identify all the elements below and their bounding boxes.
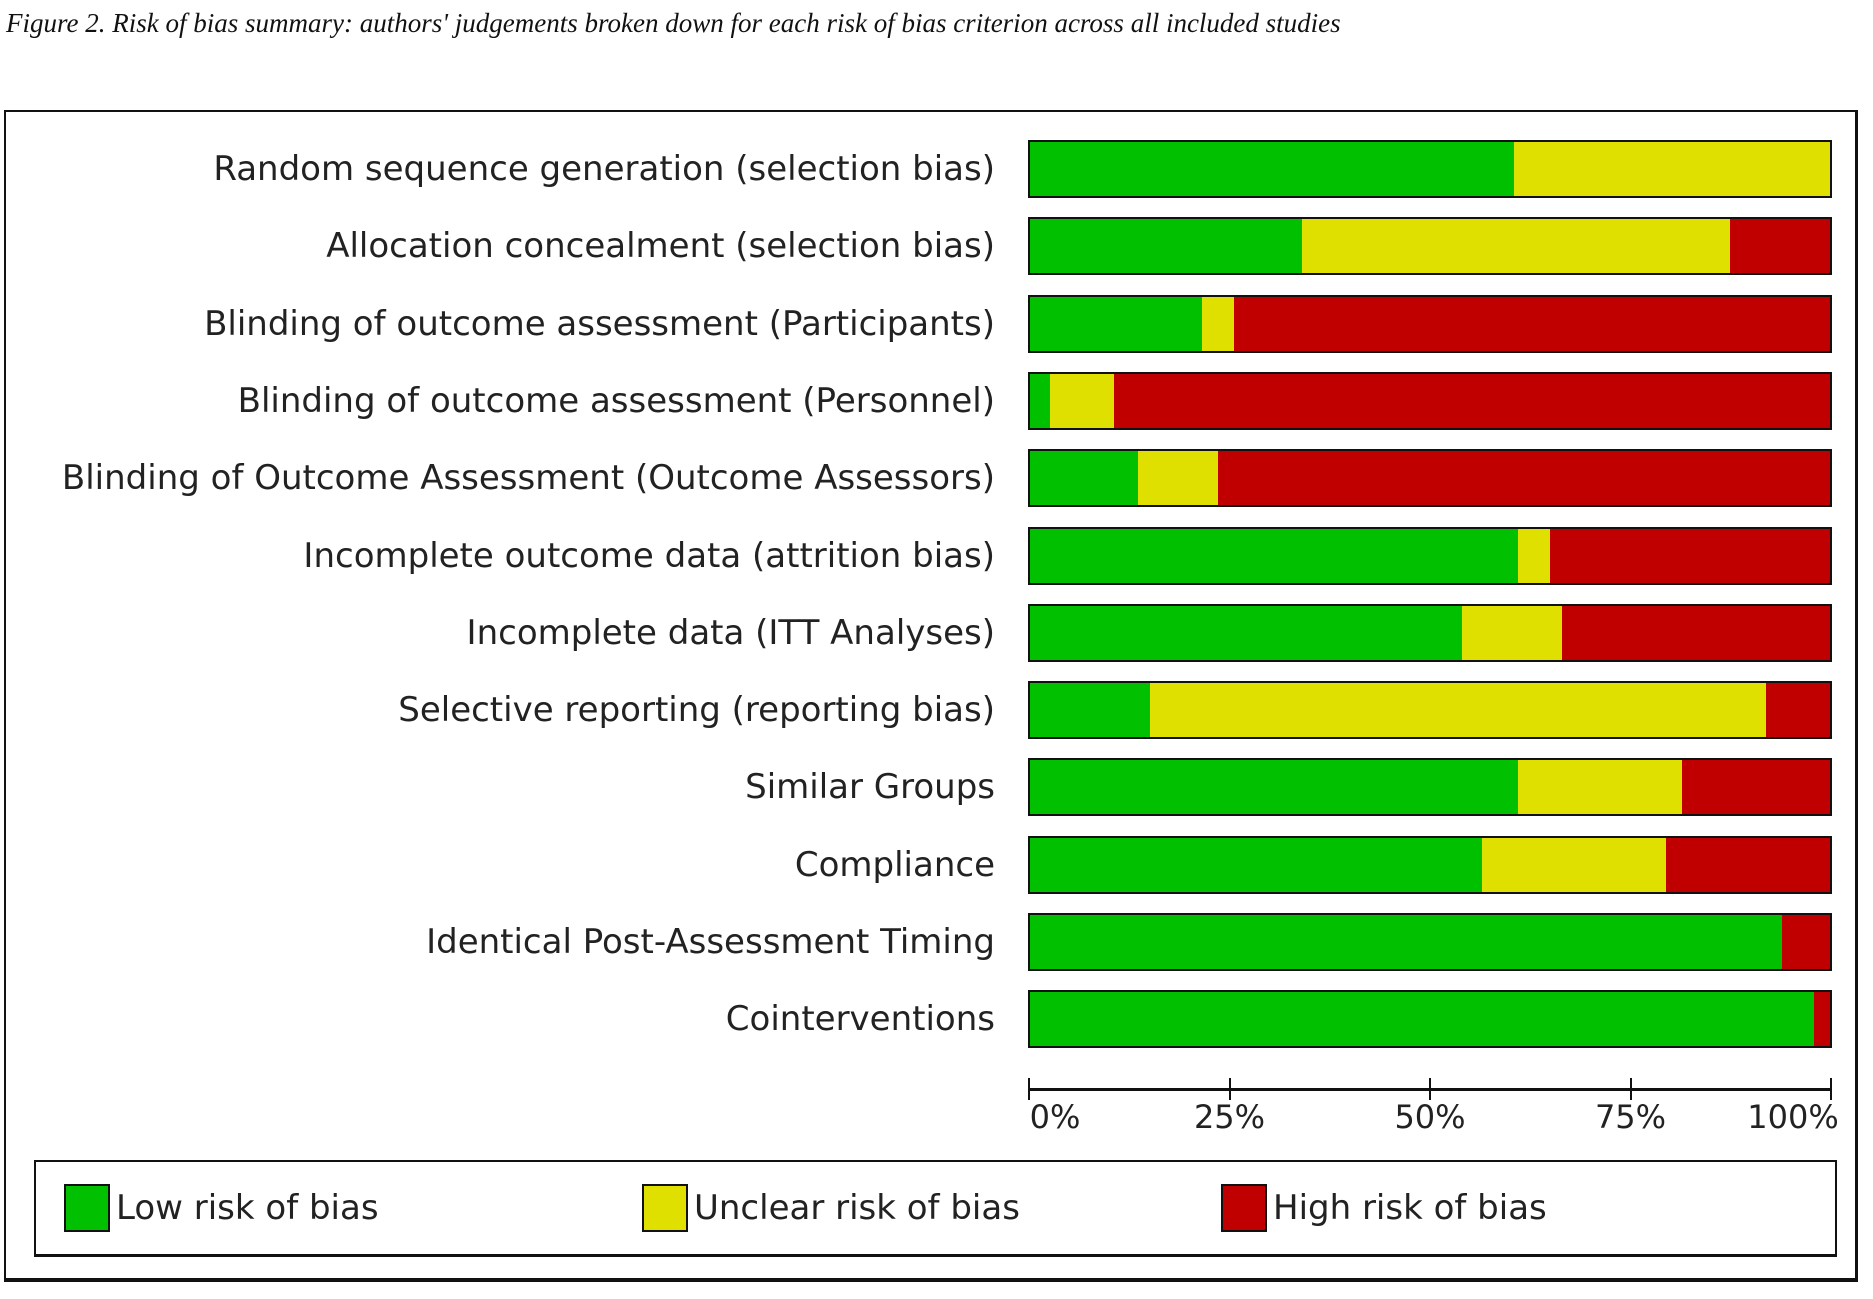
- bar-segment-high-risk-of-bias: [1814, 992, 1830, 1047]
- stacked-bar: [1028, 681, 1832, 740]
- bar-segment-unclear-risk-of-bias: [1518, 528, 1550, 583]
- bar-segment-unclear-risk-of-bias: [1202, 296, 1234, 351]
- x-tick-label: 25%: [1193, 1098, 1266, 1136]
- x-tick-label: 75%: [1594, 1098, 1667, 1136]
- category-label: Similar Groups: [745, 767, 995, 808]
- legend-item: Unclear risk of bias: [642, 1184, 1020, 1232]
- category-label: Blinding of outcome assessment (Personne…: [237, 380, 995, 421]
- stacked-bar: [1028, 990, 1832, 1049]
- legend-swatch: [642, 1184, 688, 1232]
- bar-segment-high-risk-of-bias: [1550, 528, 1830, 583]
- bar-segment-low-risk-of-bias: [1030, 142, 1514, 196]
- bar-segment-low-risk-of-bias: [1030, 219, 1302, 274]
- bar-segment-high-risk-of-bias: [1730, 219, 1830, 274]
- x-tick: [1830, 1078, 1832, 1100]
- bar-segment-unclear-risk-of-bias: [1514, 142, 1830, 196]
- bar-segment-low-risk-of-bias: [1030, 528, 1518, 583]
- category-label: Random sequence generation (selection bi…: [213, 149, 995, 189]
- stacked-bar: [1028, 371, 1832, 430]
- stacked-bar: [1028, 526, 1832, 585]
- bar-segment-low-risk-of-bias: [1030, 605, 1462, 660]
- legend-item: Low risk of bias: [64, 1184, 379, 1232]
- chart-frame: [4, 110, 1858, 1282]
- bar-segment-unclear-risk-of-bias: [1050, 373, 1114, 428]
- bar-segment-high-risk-of-bias: [1666, 837, 1830, 892]
- bar-segment-unclear-risk-of-bias: [1138, 451, 1218, 506]
- category-label: Incomplete data (ITT Analyses): [466, 612, 995, 653]
- bar-segment-low-risk-of-bias: [1030, 451, 1138, 506]
- bar-segment-unclear-risk-of-bias: [1150, 683, 1766, 738]
- legend-label: Low risk of bias: [116, 1188, 379, 1228]
- bar-segment-unclear-risk-of-bias: [1302, 219, 1730, 274]
- category-label: Selective reporting (reporting bias): [398, 690, 995, 731]
- category-label: Incomplete outcome data (attrition bias): [303, 535, 995, 576]
- legend: Low risk of bias Unclear risk of bias High…: [34, 1160, 1837, 1257]
- bar-segment-high-risk-of-bias: [1114, 373, 1830, 428]
- bar-segment-low-risk-of-bias: [1030, 683, 1150, 738]
- x-axis-line: [1029, 1088, 1831, 1091]
- category-label: Identical Post-Assessment Timing: [426, 922, 995, 962]
- stacked-bar: [1028, 449, 1832, 508]
- bar-segment-high-risk-of-bias: [1766, 683, 1830, 738]
- bar-segment-low-risk-of-bias: [1030, 373, 1050, 428]
- stacked-bar: [1028, 913, 1832, 971]
- legend-swatch: [1221, 1184, 1267, 1232]
- bar-segment-high-risk-of-bias: [1234, 296, 1830, 351]
- legend-item: High risk of bias: [1221, 1184, 1547, 1232]
- bar-segment-high-risk-of-bias: [1682, 760, 1830, 815]
- category-label: Cointerventions: [725, 999, 995, 1040]
- stacked-bar: [1028, 140, 1832, 198]
- legend-label: Unclear risk of bias: [694, 1188, 1020, 1228]
- bar-segment-low-risk-of-bias: [1030, 915, 1782, 969]
- stacked-bar: [1028, 835, 1832, 894]
- bar-segment-high-risk-of-bias: [1562, 605, 1830, 660]
- x-tick-label: 0%: [1029, 1098, 1081, 1136]
- category-label: Blinding of outcome assessment (Particip…: [204, 303, 995, 344]
- figure-caption: Figure 2. Risk of bias summary: authors'…: [6, 8, 1341, 38]
- bar-segment-low-risk-of-bias: [1030, 837, 1482, 892]
- bar-segment-high-risk-of-bias: [1218, 451, 1830, 506]
- stacked-bar: [1028, 758, 1832, 817]
- stacked-bar: [1028, 603, 1832, 662]
- legend-label: High risk of bias: [1273, 1188, 1547, 1228]
- bar-segment-low-risk-of-bias: [1030, 760, 1518, 815]
- category-label: Compliance: [794, 844, 995, 885]
- bar-segment-unclear-risk-of-bias: [1482, 837, 1666, 892]
- stacked-bar: [1028, 217, 1832, 276]
- bar-segment-unclear-risk-of-bias: [1462, 605, 1562, 660]
- x-tick-label: 50%: [1394, 1098, 1466, 1136]
- bar-segment-high-risk-of-bias: [1782, 915, 1830, 969]
- category-label: Allocation concealment (selection bias): [326, 226, 995, 267]
- legend-swatch: [64, 1184, 110, 1232]
- x-tick-label: 100%: [1747, 1098, 1839, 1136]
- stacked-bar: [1028, 294, 1832, 353]
- category-label: Blinding of Outcome Assessment (Outcome …: [61, 458, 995, 499]
- bar-segment-low-risk-of-bias: [1030, 992, 1814, 1047]
- bar-segment-unclear-risk-of-bias: [1518, 760, 1682, 815]
- bar-segment-low-risk-of-bias: [1030, 296, 1202, 351]
